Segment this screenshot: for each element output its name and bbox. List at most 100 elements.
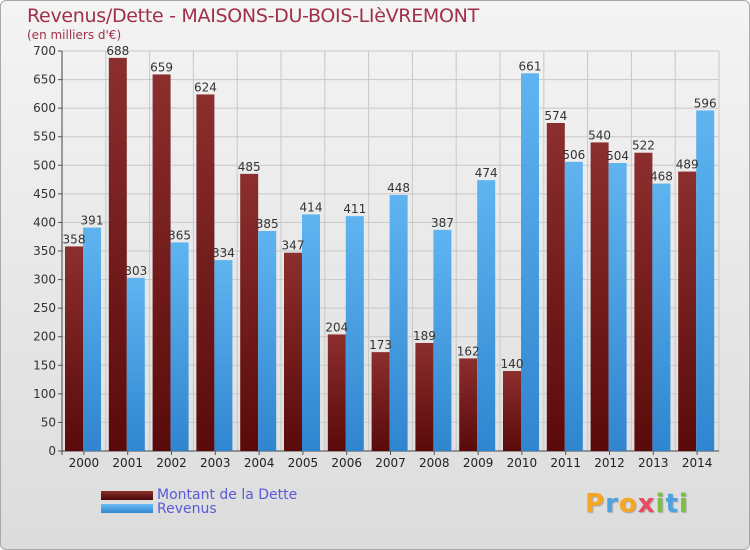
- data-label-revenus: 661: [519, 59, 542, 73]
- y-tick-label: 200: [33, 330, 56, 344]
- bar-revenus: [126, 277, 145, 451]
- x-tick-label: 2005: [288, 456, 319, 470]
- bar-revenus: [170, 242, 189, 451]
- bar-revenus: [521, 73, 539, 452]
- data-label-revenus: 596: [694, 96, 717, 110]
- chart-title: Revenus/Dette - MAISONS-DU-BOIS-LIèVREMO…: [27, 5, 479, 27]
- data-label-dette: 204: [325, 320, 348, 334]
- bar-dette: [415, 343, 434, 451]
- bar-dette: [152, 74, 171, 451]
- data-label-dette: 358: [63, 232, 86, 246]
- data-label-dette: 624: [194, 80, 217, 94]
- y-tick-label: 600: [33, 101, 56, 115]
- x-tick-label: 2008: [419, 456, 450, 470]
- x-tick-label: 2006: [331, 456, 362, 470]
- data-label-revenus: 411: [343, 202, 366, 216]
- bar-revenus: [302, 214, 320, 451]
- data-label-dette: 485: [238, 160, 261, 174]
- data-label-dette: 659: [150, 60, 173, 74]
- legend-label-dette: Montant de la Dette: [157, 487, 298, 503]
- x-tick-label: 2013: [638, 456, 669, 470]
- data-label-dette: 162: [457, 344, 480, 358]
- bar-revenus: [433, 229, 452, 451]
- y-tick-label: 50: [41, 415, 56, 429]
- bar-dette: [678, 171, 697, 452]
- bar-dette: [196, 94, 215, 451]
- data-label-dette: 173: [369, 338, 392, 352]
- x-tick-label: 2001: [112, 456, 143, 470]
- y-tick-label: 250: [33, 301, 56, 315]
- legend: [101, 491, 153, 513]
- x-tick-label: 2004: [244, 456, 275, 470]
- x-tick-label: 2010: [507, 456, 538, 470]
- bar-revenus: [258, 231, 277, 451]
- y-tick-label: 100: [33, 387, 56, 401]
- data-label-dette: 522: [632, 139, 655, 153]
- x-tick-label: 2009: [463, 456, 494, 470]
- bar-dette: [634, 152, 653, 451]
- data-label-dette: 574: [544, 109, 567, 123]
- data-label-dette: 347: [282, 239, 305, 253]
- axes: 0 50 100 150 200 250 300 350 400 450 500 550 600 650 7…: [33, 44, 719, 470]
- y-tick-label: 450: [33, 187, 56, 201]
- x-tick-label: 2014: [682, 456, 713, 470]
- data-label-revenus: 414: [300, 200, 323, 214]
- bar-revenus: [214, 260, 233, 451]
- x-tick-label: 2007: [375, 456, 406, 470]
- x-tick-label: 2011: [550, 456, 581, 470]
- bar-revenus: [345, 216, 364, 451]
- legend-swatch-revenus: [101, 504, 153, 513]
- logo-letter: x: [637, 489, 656, 519]
- data-label-revenus: 365: [168, 228, 191, 242]
- data-label-revenus: 334: [212, 246, 235, 260]
- data-label-revenus: 506: [562, 148, 585, 162]
- logo-letter: o: [618, 489, 638, 519]
- logo-letter: P: [585, 489, 606, 519]
- bar-dette: [371, 352, 390, 451]
- bar-revenus: [83, 227, 101, 451]
- logo-letter: i: [678, 489, 689, 519]
- bar-revenus: [696, 110, 715, 451]
- bar-revenus: [564, 161, 583, 451]
- data-label-revenus: 385: [256, 217, 279, 231]
- y-tick-label: 350: [33, 244, 56, 258]
- data-label-dette: 489: [676, 158, 699, 172]
- y-tick-label: 400: [33, 215, 56, 229]
- bar-revenus: [477, 180, 496, 451]
- logo-letter: r: [605, 489, 619, 519]
- bar-dette: [284, 252, 302, 451]
- x-tick-label: 2000: [69, 456, 100, 470]
- data-label-revenus: 391: [81, 214, 104, 228]
- bar-dette: [590, 142, 609, 451]
- data-label-revenus: 504: [606, 149, 629, 163]
- data-label-dette: 140: [501, 357, 524, 371]
- data-label-revenus: 303: [124, 264, 147, 278]
- bar-dette: [65, 246, 83, 451]
- x-tick-label: 2012: [594, 456, 625, 470]
- bar-dette: [327, 334, 346, 451]
- bar-dette: [459, 358, 478, 451]
- bars: [65, 57, 715, 452]
- bar-dette: [546, 123, 565, 451]
- data-label-revenus: 448: [387, 181, 410, 195]
- logo-letter: t: [665, 489, 679, 519]
- bar-dette: [503, 371, 521, 451]
- y-tick-label: 500: [33, 158, 56, 172]
- proxiti-logo: Proxiti: [585, 489, 689, 519]
- y-tick-label: 150: [33, 358, 56, 372]
- logo-letter: i: [655, 489, 666, 519]
- legend-swatch-dette: [101, 491, 153, 500]
- data-label-revenus: 387: [431, 216, 454, 230]
- bar-revenus: [389, 195, 408, 451]
- y-tick-label: 0: [48, 444, 56, 458]
- bar-dette: [240, 173, 259, 451]
- data-label-dette: 688: [106, 44, 129, 58]
- y-tick-label: 550: [33, 130, 56, 144]
- x-tick-label: 2002: [156, 456, 187, 470]
- bar-dette: [108, 57, 127, 451]
- data-label-dette: 189: [413, 329, 436, 343]
- bar-revenus: [608, 163, 627, 451]
- x-tick-label: 2003: [200, 456, 231, 470]
